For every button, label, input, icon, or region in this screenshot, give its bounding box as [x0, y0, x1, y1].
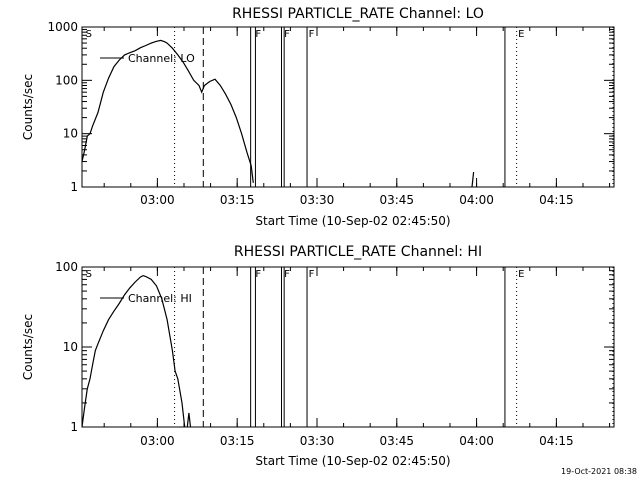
x-tick-label: 04:00: [459, 193, 494, 207]
x-axis-label: Start Time (10-Sep-02 02:45:50): [255, 214, 450, 228]
x-tick-label: 03:30: [300, 434, 335, 448]
y-tick-label: 1000: [47, 20, 78, 34]
generation-timestamp: 19-Oct-2021 08:38: [561, 467, 637, 476]
data-spike-line: [471, 172, 475, 188]
x-tick-label: 03:45: [379, 434, 414, 448]
event-marker-s: S: [86, 29, 92, 40]
chart-title: RHESSI PARTICLE_RATE Channel: LO: [232, 6, 484, 22]
y-tick-label: 100: [55, 73, 78, 87]
plot-frame: [81, 26, 615, 188]
event-marker-f: F: [309, 29, 315, 40]
x-axis-label: Start Time (10-Sep-02 02:45:50): [255, 454, 450, 468]
event-marker-s: S: [86, 269, 92, 280]
x-tick-label: 03:30: [300, 193, 335, 207]
event-marker-f: F: [284, 29, 290, 40]
plot-lo-channel: RHESSI PARTICLE_RATE Channel: LO 1 10 100 10…: [21, 6, 615, 228]
y-tick-label: 10: [63, 127, 78, 141]
event-marker-f: F: [309, 269, 315, 280]
data-series-line: [81, 39, 254, 183]
x-tick-label: 03:00: [140, 434, 175, 448]
data-series-line: [81, 274, 186, 428]
y-axis-label: Counts/sec: [21, 314, 35, 380]
event-marker-e: E: [518, 269, 524, 280]
event-marker-f: F: [284, 269, 290, 280]
x-tick-label: 03:00: [140, 193, 175, 207]
y-tick-label: 1: [70, 420, 78, 434]
x-tick-label: 03:15: [220, 434, 255, 448]
y-tick-label: 100: [55, 260, 78, 274]
event-marker-f: F: [255, 269, 261, 280]
x-tick-label: 04:00: [459, 434, 494, 448]
legend-label: Channel: HI: [128, 292, 192, 305]
x-tick-label: 04:15: [539, 193, 574, 207]
y-tick-label: 1: [70, 180, 78, 194]
x-tick-label: 03:15: [220, 193, 255, 207]
event-marker-e: E: [518, 29, 524, 40]
x-tick-label: 04:15: [539, 434, 574, 448]
legend-label: Channel: LO: [128, 52, 195, 65]
x-tick-label: 03:45: [379, 193, 414, 207]
chart-title: RHESSI PARTICLE_RATE Channel: HI: [234, 244, 482, 260]
plot-hi-channel: RHESSI PARTICLE_RATE Channel: HI 1 10 100 03…: [21, 244, 615, 468]
data-spike-line: [186, 412, 192, 428]
y-axis-label: Counts/sec: [21, 74, 35, 140]
y-tick-label: 10: [63, 340, 78, 354]
plot-frame: [81, 266, 615, 428]
event-marker-f: F: [255, 29, 261, 40]
